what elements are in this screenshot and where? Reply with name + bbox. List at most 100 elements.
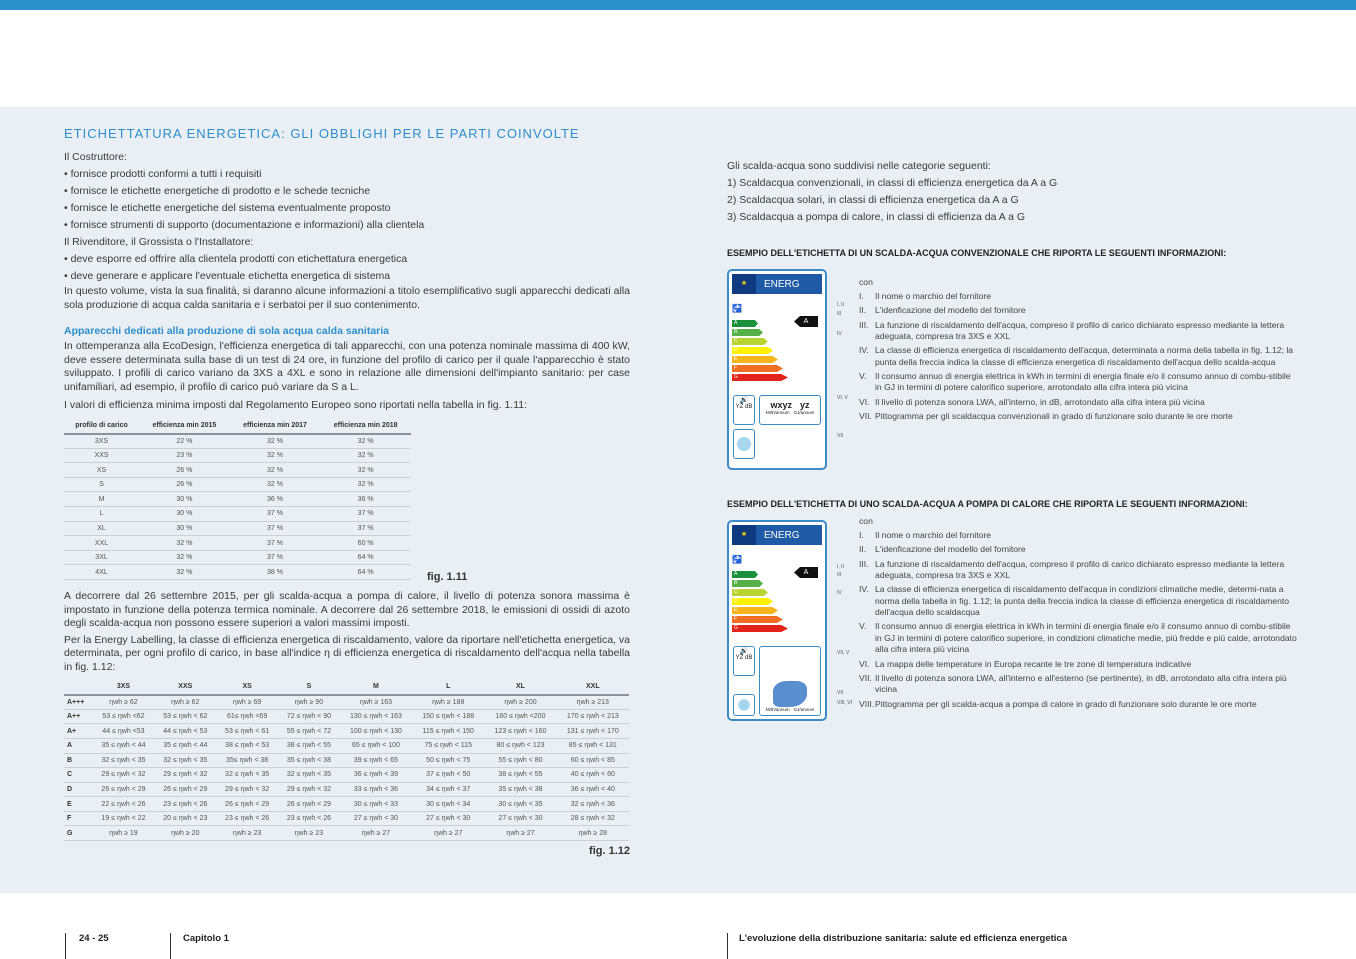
info-list-heatpump: con I. Il nome o marchio del fornitore II. L… (859, 516, 1297, 710)
table-cell: 26 ≤ ηwh < 29 (154, 782, 217, 798)
table-cell: 32 % (229, 448, 321, 464)
table-header-row: 3XS XXS XS S M L XL XXL (64, 680, 629, 696)
table-cell: 37 ≤ ηwh < 50 (412, 767, 485, 783)
footer-divider (170, 933, 171, 959)
example-conventional: ★ ENERG 🚰 A B C D E F G A 🔊 YZ dB wxyz yz kWh/annum GJ/a… (727, 269, 1297, 470)
table-cell: D (64, 782, 93, 798)
item-text: La mappa delle temperature in Europa rec… (875, 658, 1192, 669)
table-cell: 23 ≤ ηwh < 26 (216, 811, 279, 827)
table-cell: 150 ≤ ηwh < 188 (412, 709, 485, 725)
table-cell: ηwh ≥ 200 (484, 694, 557, 710)
list-item: III. La funzione di riscaldamento dell'ac… (859, 559, 1297, 582)
class-bar-G: G (732, 625, 788, 632)
table-cell: 60 % (320, 535, 411, 551)
table-cell: 131 ≤ ηwh < 170 (556, 723, 629, 739)
example-heatpump: ★ ENERG 🚰 A B C D E F G A 🔊 YZ dB kWh/annum GJ/annum I,… (727, 516, 1297, 721)
table-cell: 55 ≤ ηwh < 72 (278, 723, 340, 739)
class-bar-D: D (732, 347, 773, 354)
margin-marker: VII, V (837, 650, 850, 656)
table-cell: 123 ≤ ηwh < 160 (484, 723, 557, 739)
table-cell: 29 ≤ ηwh < 32 (278, 782, 340, 798)
list-item: fornisce le etichette energetiche di pro… (64, 183, 630, 200)
item-text: Il consumo annuo di energia elettrica in… (875, 370, 1291, 393)
table-cell: 30 ≤ ηwh < 35 (484, 796, 557, 812)
column-header: profilo di carico (64, 419, 140, 435)
chapter-label: Capitolo 1 (183, 933, 229, 944)
table-row: D 26 ≤ ηwh < 29 26 ≤ ηwh < 29 29 ≤ ηwh < 32… (64, 782, 629, 798)
margin-marker: IV (837, 331, 842, 337)
table-cell: ηwh ≥ 163 (339, 694, 413, 710)
list-item: IV. La classe di efficienza energetica di… (859, 345, 1297, 368)
class-arrow: A (794, 316, 818, 327)
list-item: deve esporre ed offrire alla clientela p… (64, 251, 630, 268)
energy-label-conventional: ★ ENERG 🚰 A B C D E F G A 🔊 YZ dB wxyz yz kWh/annum GJ/a… (727, 269, 848, 470)
item-text: L'idenficazione del modello del fornitor… (875, 305, 1026, 316)
table-cell: 35 ≤ ηwh < 38 (278, 753, 340, 769)
table-cell: 34 ≤ ηwh < 37 (412, 782, 485, 798)
table-row: B 32 ≤ ηwh < 35 32 ≤ ηwh < 35 35≤ ηwh < 38 3… (64, 753, 629, 769)
item-number: VIII. (859, 698, 875, 709)
item-text: Pittogramma per gli scaldacqua convenzio… (875, 410, 1233, 421)
list-item: fornisce le etichette energetiche del si… (64, 200, 630, 217)
table-cell: 27 ≤ ηwh < 30 (412, 811, 485, 827)
table-cell: 130 ≤ ηwh < 163 (339, 709, 413, 725)
footer-divider (727, 933, 728, 959)
kwh-value: wxyz (770, 400, 792, 410)
sound-level-box: 🔊 YZ dB (733, 395, 755, 425)
table-cell: 64 % (320, 564, 411, 581)
table-cell: ηwh ≥ 213 (556, 694, 629, 710)
list-item: VI. La mappa delle temperature in Europa … (859, 659, 1297, 671)
example-heading-conventional: ESEMPIO DELL'ETICHETTA DI UN SCALDA-ACQU… (727, 248, 1227, 258)
table-row: F 19 ≤ ηwh < 22 20 ≤ ηwh < 23 23 ≤ ηwh < 26… (64, 811, 629, 827)
table-cell: 36 ≤ ηwh < 39 (339, 767, 413, 783)
table-cell: 32 ≤ ηwh < 35 (278, 767, 340, 783)
table-row: C 29 ≤ ηwh < 32 29 ≤ ηwh < 32 32 ≤ ηwh < 35… (64, 767, 629, 783)
kwh-unit: kWh/annum (765, 410, 790, 415)
table-cell: ηwh ≥ 23 (278, 825, 340, 842)
list-item: I. Il nome o marchio del fornitore (859, 530, 1297, 542)
table-cell: 23 ≤ ηwh < 26 (154, 796, 217, 812)
table-cell: ηwh ≥ 188 (412, 694, 485, 710)
table-fig-1-12: 3XS XXS XS S M L XL XXL A+++ ηwh ≥ 62 ηwh ≥ 62 ηwh … (64, 680, 629, 842)
table-cell: 50 ≤ ηwh < 75 (412, 753, 485, 769)
class-bar-D: D (732, 598, 773, 605)
list-item: VI. Il livello di potenza sonora LWA, all… (859, 397, 1297, 409)
table-cell: 30 % (139, 521, 230, 537)
paragraph-dates: A decorrere dal 26 settembre 2015, per g… (64, 590, 630, 630)
table-cell: ηwh ≥ 62 (154, 694, 217, 710)
table-cell: 115 ≤ ηwh < 150 (412, 723, 485, 739)
item-number: VI. (859, 658, 870, 669)
table-cell: 20 ≤ ηwh < 23 (154, 811, 217, 827)
list-item: IV. La classe di efficienza energetica di… (859, 584, 1297, 619)
table-cell: XXS (64, 448, 140, 464)
rivenditore-label: Il Rivenditore, il Grossista o l'Install… (64, 236, 254, 248)
item-number: I. (859, 291, 864, 302)
consumption-box: kWh/annum GJ/annum (759, 646, 821, 716)
class-bar-E: E (732, 607, 778, 614)
right-column: Gli scalda-acqua sono suddivisi nelle ca… (727, 158, 1297, 721)
table-cell: 38 ≤ ηwh < 53 (216, 738, 279, 754)
costruttore-label: Il Costruttore: (64, 151, 128, 163)
table-cell: 32 % (320, 433, 411, 449)
class-bar-E: E (732, 356, 778, 363)
table-cell: 32 % (229, 433, 321, 449)
table-cell: 32 ≤ ηwh < 35 (154, 753, 217, 769)
table-cell: 3XL (64, 550, 140, 566)
table-fig-1-11: profilo di carico efficienza min 2015 effi… (64, 419, 411, 581)
item-number: IV. (859, 345, 869, 356)
item-number: I. (859, 530, 864, 541)
table-row: XL 30 % 37 % 37 % (64, 521, 411, 537)
class-bar-A: A (732, 571, 758, 578)
list-item: III. La funzione di riscaldamento dell'ac… (859, 320, 1297, 343)
table-row: E 22 ≤ ηwh < 26 23 ≤ ηwh < 26 26 ≤ ηwh < 29… (64, 796, 629, 812)
gj-unit: GJ/annum (793, 410, 815, 415)
item-number: III. (859, 558, 869, 569)
table-cell: 53 ≤ ηwh <62 (92, 709, 155, 725)
table-cell: ηwh ≥ 27 (484, 825, 557, 842)
column-header: XL (484, 680, 557, 696)
table-cell: 35 ≤ ηwh < 44 (92, 738, 155, 754)
fig-caption: fig. 1.11 (427, 571, 468, 584)
table-cell: 37 % (229, 521, 321, 537)
table-cell: 55 ≤ ηwh < 80 (484, 753, 557, 769)
table-cell: XS (64, 462, 140, 478)
